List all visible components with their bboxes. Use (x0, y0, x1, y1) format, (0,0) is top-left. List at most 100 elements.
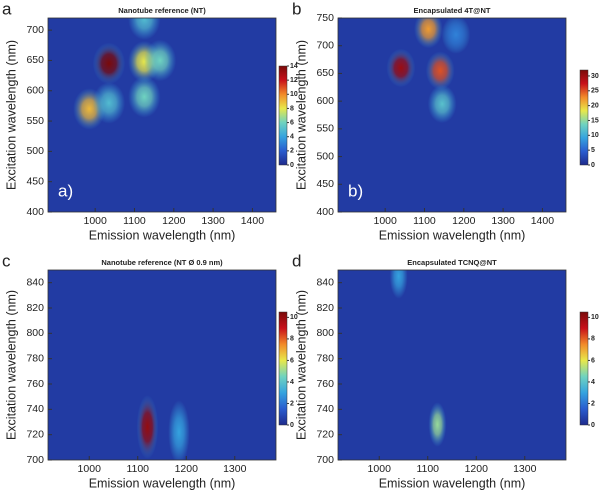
y-tick-label: 500 (316, 150, 334, 162)
y-tick-label: 760 (316, 378, 334, 390)
panel-label: b (292, 0, 301, 18)
panel-label: c (2, 251, 11, 270)
colorbar-tick-label: 30 (591, 73, 599, 80)
y-tick-label: 760 (26, 378, 44, 390)
peak (128, 18, 161, 41)
x-tick-label: 1400 (531, 215, 555, 227)
y-axis-label: Excitation wavelength (nm) (4, 40, 18, 190)
x-tick-label: 1200 (465, 463, 489, 475)
x-tick-label: 1100 (123, 215, 146, 227)
y-tick-label: 720 (316, 428, 334, 440)
x-tick-label: 1300 (201, 215, 225, 227)
x-tick-label: 1000 (373, 215, 397, 227)
y-tick-label: 800 (26, 327, 44, 339)
colorbar-tick-label: 2 (591, 400, 595, 407)
x-axis-label: Emission wavelength (nm) (379, 476, 526, 490)
chart-title: Encapsulated 4T@NT (414, 6, 491, 15)
plot-background (48, 270, 276, 460)
x-axis-label: Emission wavelength (nm) (89, 476, 236, 490)
x-tick-label: 1100 (413, 215, 436, 227)
y-tick-label: 700 (316, 39, 334, 51)
y-axis-label: Excitation wavelength (nm) (4, 290, 18, 440)
y-axis-label: Excitation wavelength (nm) (294, 40, 308, 190)
y-tick-label: 550 (26, 115, 44, 127)
y-tick-label: 450 (316, 178, 334, 190)
peak (386, 48, 416, 88)
x-tick-label: 1100 (126, 463, 149, 475)
peak (92, 82, 126, 124)
inset-label: b) (348, 181, 363, 200)
y-tick-label: 800 (316, 327, 334, 339)
y-tick-label: 780 (316, 352, 334, 364)
y-tick-label: 450 (26, 175, 44, 187)
colorbar-tick-label: 0 (290, 422, 294, 429)
y-tick-label: 500 (26, 145, 44, 157)
colorbar-tick-label: 25 (591, 88, 599, 95)
panel-label: d (292, 251, 301, 270)
y-tick-label: 400 (26, 206, 44, 218)
y-tick-label: 700 (316, 454, 334, 466)
x-tick-label: 1000 (368, 463, 392, 475)
x-tick-label: 1300 (491, 215, 515, 227)
x-tick-label: 1200 (162, 215, 186, 227)
peak (414, 18, 443, 49)
inset-label: a) (58, 181, 73, 200)
colorbar-tick-label: 10 (591, 132, 599, 139)
chart-title: Nanotube reference (NT Ø 0.9 nm) (101, 258, 223, 267)
colorbar-tick-label: 8 (290, 336, 294, 343)
colorbar-tick-label: 4 (290, 134, 294, 141)
colorbar-tick-label: 4 (290, 379, 294, 386)
x-tick-label: 1300 (223, 463, 247, 475)
peak (136, 395, 159, 460)
x-tick-label: 1400 (241, 215, 265, 227)
colorbar-tick-label: 10 (290, 91, 298, 98)
colorbar-tick-label: 14 (290, 63, 298, 70)
background-glow (338, 270, 566, 460)
x-tick-label: 1300 (513, 463, 537, 475)
peak (128, 76, 161, 118)
peak (425, 51, 455, 90)
y-tick-label: 400 (316, 206, 334, 218)
colorbar (278, 65, 288, 166)
y-tick-label: 700 (26, 454, 44, 466)
y-tick-label: 840 (316, 276, 334, 288)
plot-background (338, 270, 566, 460)
colorbar-tick-label: 4 (591, 379, 595, 386)
plot-frame (337, 17, 567, 213)
background-glow (48, 270, 276, 460)
colorbar (278, 311, 288, 426)
x-axis-label: Emission wavelength (nm) (89, 228, 236, 242)
y-tick-label: 720 (26, 428, 44, 440)
x-tick-label: 1200 (452, 215, 476, 227)
y-tick-label: 600 (316, 95, 334, 107)
peak (389, 270, 408, 299)
colorbar (579, 69, 589, 166)
x-tick-label: 1100 (416, 463, 439, 475)
y-tick-label: 700 (26, 24, 44, 36)
x-axis-label: Emission wavelength (nm) (379, 228, 526, 242)
peak (427, 84, 457, 124)
y-tick-label: 550 (316, 123, 334, 135)
chart-title: Nanotube reference (NT) (118, 6, 206, 15)
y-tick-label: 820 (316, 302, 334, 314)
colorbar (579, 311, 589, 426)
x-tick-label: 1000 (83, 215, 107, 227)
colorbar-tick-label: 2 (290, 148, 294, 155)
plot-frame (47, 17, 277, 213)
y-tick-label: 840 (26, 276, 44, 288)
peak (143, 39, 177, 82)
y-tick-label: 740 (26, 403, 44, 415)
y-tick-label: 650 (316, 67, 334, 79)
colorbar-tick-label: 15 (591, 117, 599, 124)
y-tick-label: 600 (26, 85, 44, 97)
x-tick-label: 1000 (78, 463, 102, 475)
y-tick-label: 820 (26, 302, 44, 314)
colorbar-tick-label: 10 (591, 314, 599, 321)
colorbar-tick-label: 6 (290, 357, 294, 364)
y-tick-label: 650 (26, 54, 44, 66)
x-tick-label: 1200 (175, 463, 199, 475)
colorbar-tick-label: 0 (591, 162, 595, 169)
peak (168, 400, 190, 460)
colorbar-tick-label: 5 (591, 147, 595, 154)
